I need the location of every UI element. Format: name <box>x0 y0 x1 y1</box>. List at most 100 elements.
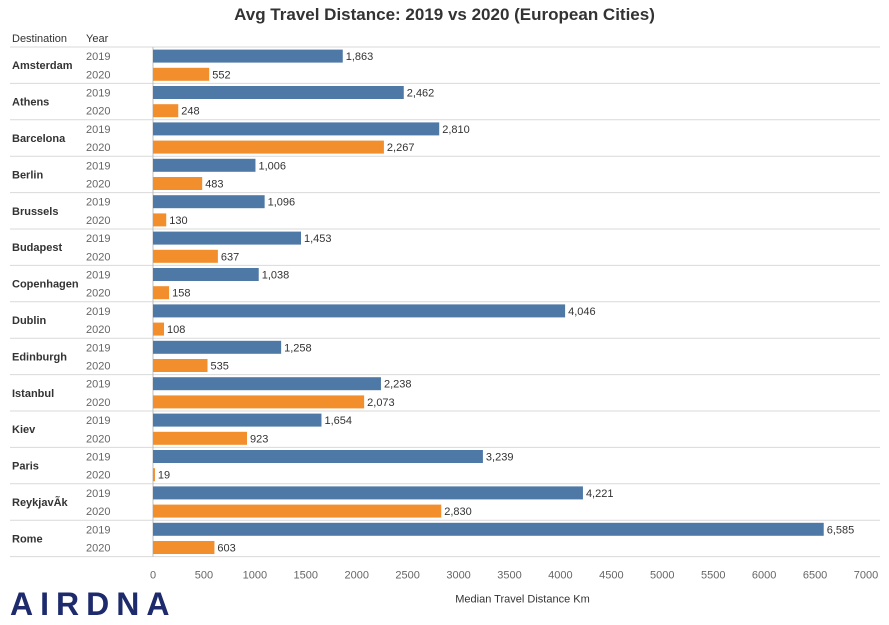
bar <box>153 140 384 154</box>
category-label: Dublin <box>12 315 46 327</box>
data-label: 130 <box>169 215 187 227</box>
bar <box>153 268 259 281</box>
data-label: 1,096 <box>268 197 296 209</box>
airdna-logo: AIRDNA <box>10 586 176 620</box>
bar <box>153 340 282 354</box>
data-label: 552 <box>212 69 230 81</box>
bar <box>153 158 256 172</box>
data-label: 4,221 <box>586 488 614 500</box>
year-label: 2019 <box>86 306 110 318</box>
data-label: 637 <box>221 251 239 263</box>
x-tick-label: 1000 <box>243 570 267 582</box>
bar <box>153 49 343 63</box>
bar <box>153 541 215 554</box>
data-label: 1,258 <box>284 342 312 354</box>
bar <box>153 213 167 227</box>
data-label: 535 <box>210 361 228 373</box>
year-label: 2019 <box>86 342 110 354</box>
year-label: 2020 <box>86 142 110 154</box>
data-label: 3,239 <box>486 452 514 464</box>
bar <box>153 104 179 118</box>
x-tick-label: 5000 <box>650 570 674 582</box>
bar <box>153 304 566 318</box>
data-label: 6,585 <box>827 524 855 536</box>
year-label: 2019 <box>86 270 110 282</box>
data-label: 2,238 <box>384 379 412 391</box>
bar <box>153 177 203 190</box>
year-label: 2019 <box>86 160 110 172</box>
category-label: Athens <box>12 97 49 109</box>
category-label: ReykjavÃk <box>12 496 69 509</box>
x-tick-label: 3500 <box>497 570 521 582</box>
year-label: 2019 <box>86 51 110 63</box>
bar <box>153 359 208 372</box>
x-axis-label: Median Travel Distance Km <box>455 594 590 606</box>
x-tick-label: 6000 <box>752 570 776 582</box>
destination-header: Destination <box>12 33 67 45</box>
category-label: Rome <box>12 533 43 545</box>
category-label: Brussels <box>12 206 58 218</box>
year-label: 2020 <box>86 397 110 409</box>
category-label: Copenhagen <box>12 279 79 291</box>
category-label: Edinburgh <box>12 351 67 363</box>
category-label: Istanbul <box>12 388 54 400</box>
data-label: 1,006 <box>258 160 286 172</box>
year-label: 2020 <box>86 288 110 300</box>
data-label: 108 <box>167 324 185 336</box>
x-tick-label: 5500 <box>701 570 725 582</box>
category-label: Barcelona <box>12 133 66 145</box>
bar <box>153 322 165 336</box>
data-label: 2,462 <box>407 88 435 100</box>
data-label: 603 <box>217 543 235 555</box>
category-label: Berlin <box>12 169 43 181</box>
year-label: 2019 <box>86 379 110 391</box>
data-label: 483 <box>205 179 223 191</box>
x-tick-label: 4000 <box>548 570 572 582</box>
year-label: 2019 <box>86 233 110 245</box>
data-label: 923 <box>250 433 268 445</box>
year-label: 2020 <box>86 106 110 118</box>
data-label: 2,810 <box>442 124 470 136</box>
bar <box>153 86 404 99</box>
x-tick-label: 500 <box>195 570 213 582</box>
year-label: 2020 <box>86 251 110 263</box>
bar <box>153 395 365 409</box>
svg-text:AIRDNA: AIRDNA <box>10 586 176 620</box>
data-label: 2,267 <box>387 142 415 154</box>
bar <box>153 286 170 300</box>
data-label: 248 <box>181 106 199 118</box>
bar <box>153 249 218 263</box>
bar <box>153 450 483 463</box>
category-label: Amsterdam <box>12 60 73 72</box>
year-label: 2019 <box>86 524 110 536</box>
year-label: 2020 <box>86 470 110 482</box>
x-tick-label: 7000 <box>854 570 878 582</box>
x-tick-label: 3000 <box>446 570 470 582</box>
data-label: 2,830 <box>444 506 472 518</box>
bar <box>153 377 381 391</box>
data-label: 1,863 <box>346 51 374 63</box>
bar <box>153 67 210 81</box>
year-label: 2020 <box>86 361 110 373</box>
year-label: 2019 <box>86 488 110 500</box>
bar <box>153 486 583 500</box>
year-label: 2020 <box>86 324 110 336</box>
year-label: 2019 <box>86 452 110 464</box>
year-label: 2019 <box>86 88 110 100</box>
bar <box>153 231 301 245</box>
x-tick-label: 2500 <box>395 570 419 582</box>
category-label: Kiev <box>12 424 36 436</box>
year-label: 2020 <box>86 69 110 81</box>
year-label: 2019 <box>86 124 110 136</box>
bar <box>153 413 322 427</box>
bar <box>153 195 265 209</box>
category-label: Budapest <box>12 242 62 254</box>
year-label: 2020 <box>86 179 110 191</box>
year-header: Year <box>86 33 109 45</box>
year-label: 2020 <box>86 433 110 445</box>
year-label: 2020 <box>86 543 110 555</box>
data-label: 1,038 <box>262 270 290 282</box>
x-tick-label: 6500 <box>803 570 827 582</box>
bar <box>153 431 248 445</box>
